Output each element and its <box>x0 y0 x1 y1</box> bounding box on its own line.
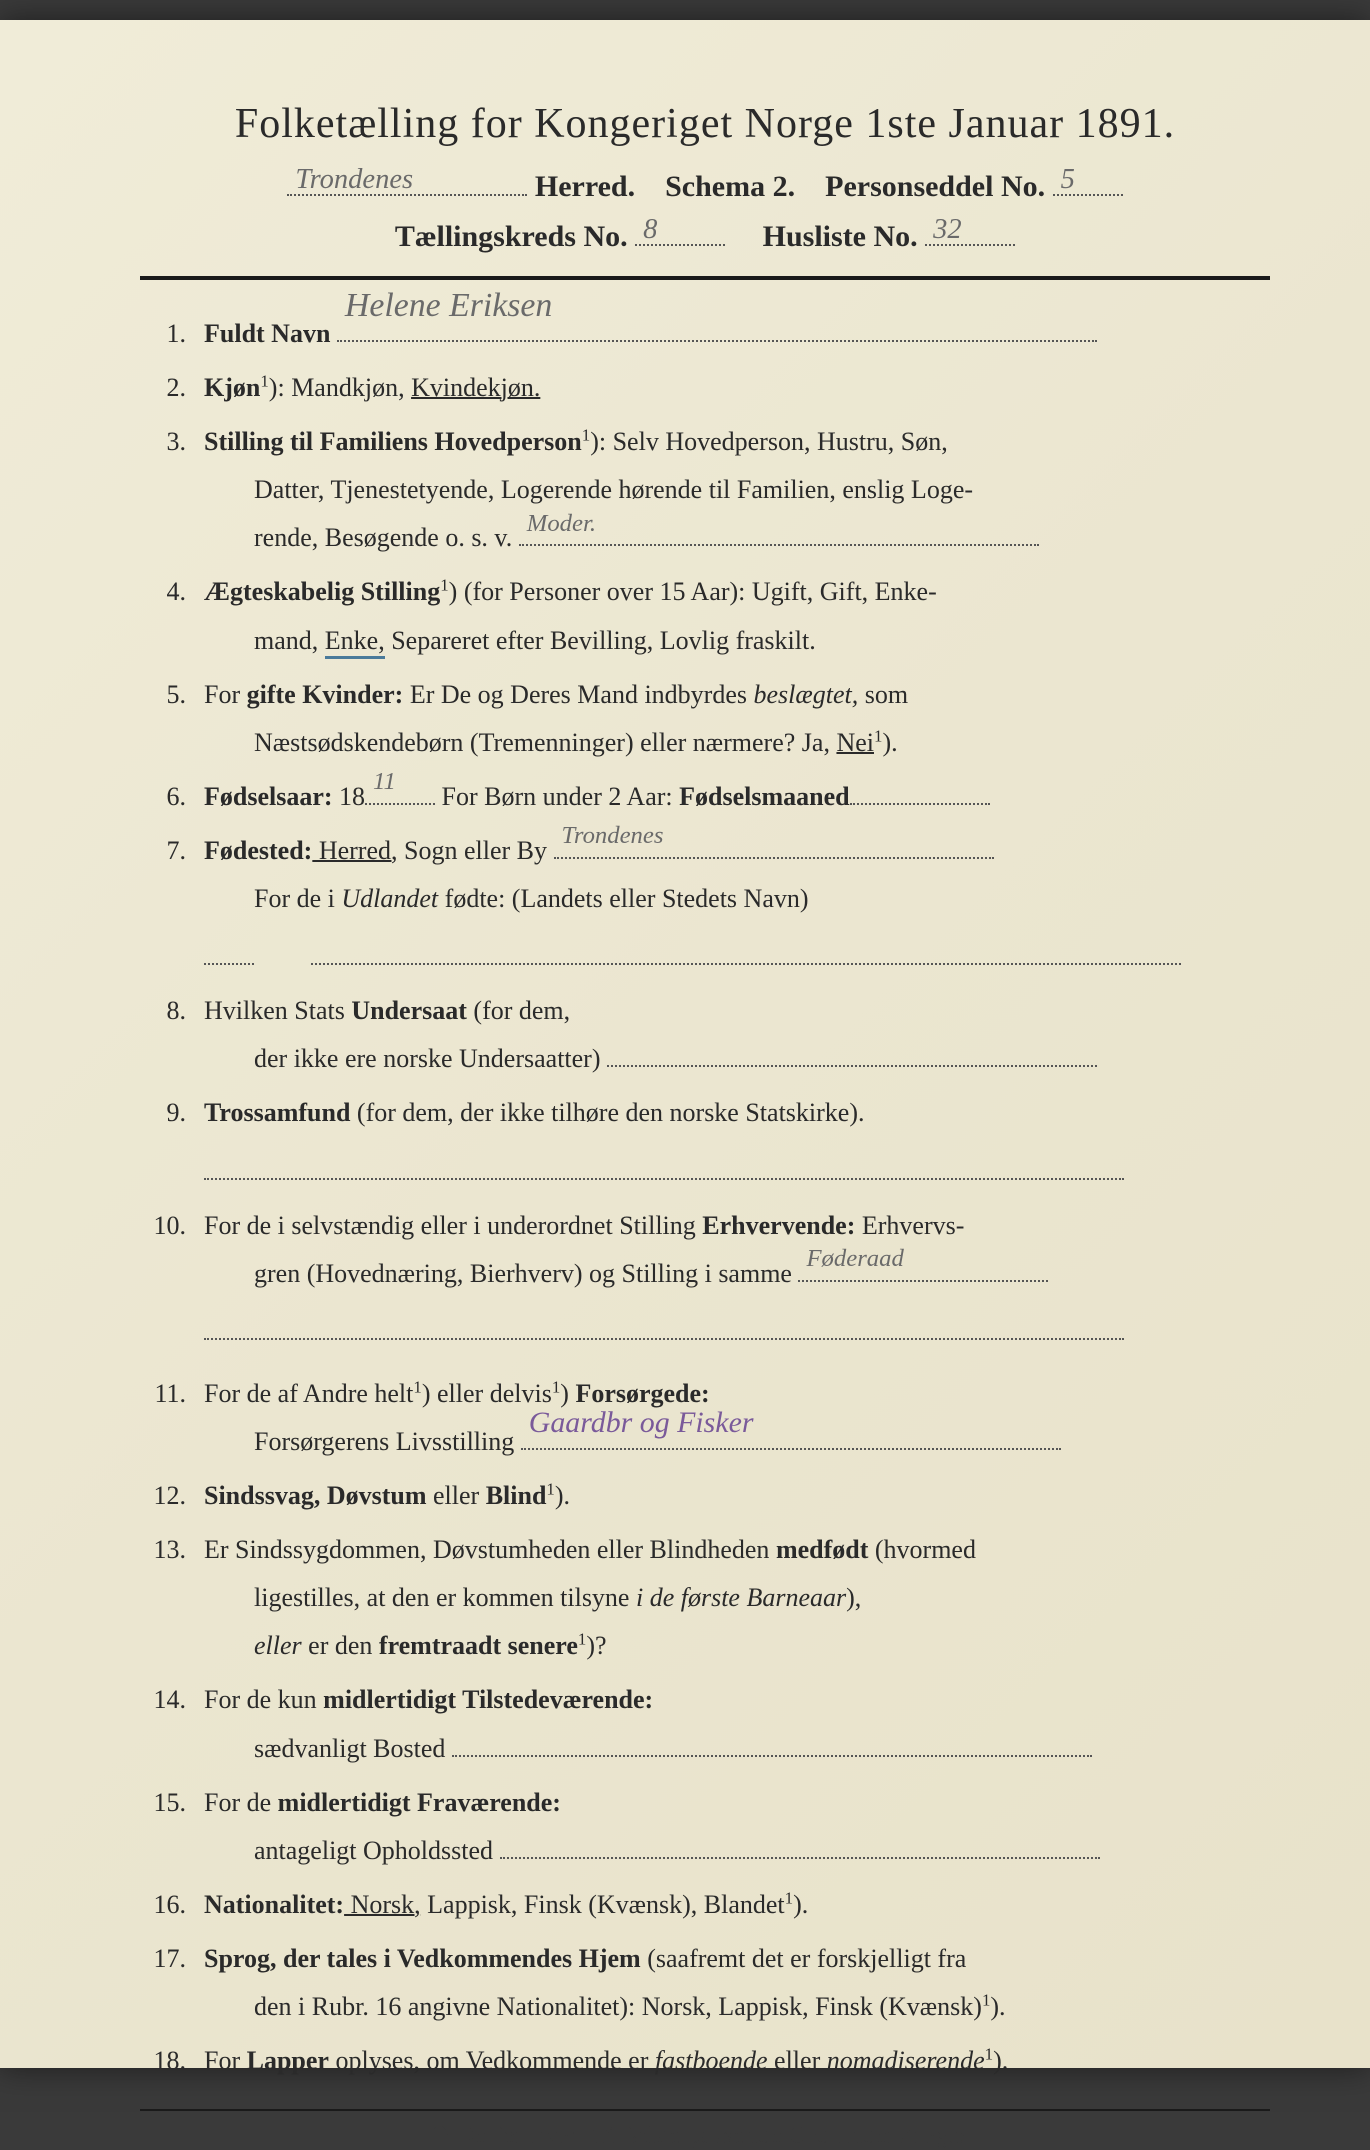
q16: 16. Nationalitet: Norsk, Lappisk, Finsk … <box>140 1881 1270 1929</box>
dotfill <box>204 939 254 965</box>
divider-top <box>140 276 1270 280</box>
q2: 2. Kjøn1): Mandkjøn, Kvindekjøn. <box>140 364 1270 412</box>
q15: 15. For de midlertidigt Fraværende: anta… <box>140 1779 1270 1875</box>
q4: 4. Ægteskabelig Stilling1) (for Personer… <box>140 568 1270 664</box>
divider-bottom <box>140 2109 1270 2111</box>
personseddel-label: Personseddel No. <box>825 170 1045 203</box>
q8: 8. Hvilken Stats Undersaat (for dem, der… <box>140 987 1270 1083</box>
footnote: ¹) De for hvert Tilfælde passende Ord un… <box>140 2123 1270 2150</box>
q17: 17. Sprog, der tales i Vedkommendes Hjem… <box>140 1935 1270 2031</box>
husliste-field: 32 <box>925 216 1015 246</box>
q1: 1. Fuldt Navn Helene Eriksen <box>140 310 1270 358</box>
name-field: Helene Eriksen <box>337 316 1097 342</box>
personseddel-field: 5 <box>1053 166 1123 196</box>
kreds-label: Tællingskreds No. <box>395 220 628 253</box>
q18: 18. For Lapper oplyses, om Vedkommende e… <box>140 2037 1270 2085</box>
q5: 5. For gifte Kvinder: Er De og Deres Man… <box>140 671 1270 767</box>
page-title: Folketælling for Kongeriget Norge 1ste J… <box>140 100 1270 148</box>
header-line-2: Tællingskreds No. 8 Husliste No. 32 <box>140 216 1270 254</box>
herred-field: Trondenes <box>287 166 527 196</box>
q9: 9. Trossamfund (for dem, der ikke tilhør… <box>140 1089 1270 1195</box>
q14: 14. For de kun midlertidigt Tilstedevære… <box>140 1676 1270 1772</box>
schema-label: Schema 2. <box>665 170 795 203</box>
q10: 10. For de i selvstændig eller i underor… <box>140 1202 1270 1356</box>
census-form-page: Folketælling for Kongeriget Norge 1ste J… <box>0 20 1370 2068</box>
q3: 3. Stilling til Familiens Hovedperson1):… <box>140 418 1270 562</box>
header-line-1: Trondenes Herred. Schema 2. Personseddel… <box>140 166 1270 204</box>
q6: 6. Fødselsaar: 1811 For Børn under 2 Aar… <box>140 773 1270 821</box>
q7: 7. Fødested: Herred, Sogn eller By Trond… <box>140 827 1270 981</box>
q11: 11. For de af Andre helt1) eller delvis1… <box>140 1370 1270 1466</box>
q13: 13. Er Sindssygdommen, Døvstumheden elle… <box>140 1526 1270 1670</box>
herred-label: Herred. <box>535 170 635 203</box>
q12: 12. Sindssvag, Døvstum eller Blind1). <box>140 1472 1270 1520</box>
kreds-field: 8 <box>635 216 725 246</box>
husliste-label: Husliste No. <box>763 220 918 253</box>
stilling-field: Moder. <box>519 520 1039 546</box>
form-body: 1. Fuldt Navn Helene Eriksen 2. Kjøn1): … <box>140 310 1270 2085</box>
